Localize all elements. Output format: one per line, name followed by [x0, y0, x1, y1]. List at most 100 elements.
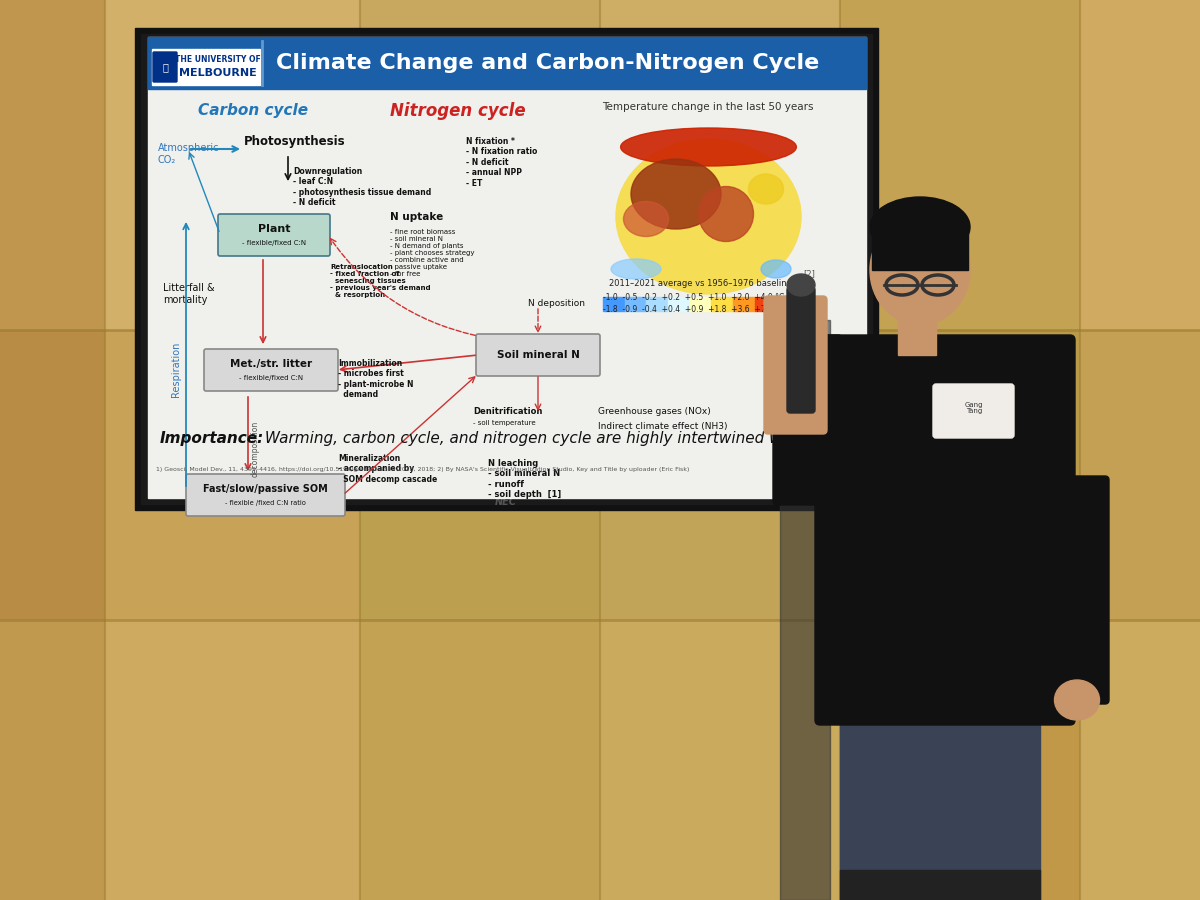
Text: 2011–2021 average vs 1956–1976 baseline: 2011–2021 average vs 1956–1976 baseline — [610, 280, 792, 289]
Text: Importance:: Importance: — [160, 430, 264, 446]
Text: N deposition: N deposition — [528, 300, 586, 309]
Bar — [604, 297, 798, 311]
Ellipse shape — [616, 139, 802, 294]
Bar — [360, 0, 600, 330]
Text: - soil temperature: - soil temperature — [473, 420, 535, 426]
Text: Nitrogen cycle: Nitrogen cycle — [390, 102, 526, 120]
Ellipse shape — [631, 159, 721, 229]
Text: N uptake: N uptake — [390, 212, 443, 222]
Bar — [898, 300, 936, 355]
Bar — [360, 620, 600, 900]
Text: - flexible/fixed C:N: - flexible/fixed C:N — [239, 375, 304, 382]
Text: - flexible/fixed C:N: - flexible/fixed C:N — [242, 240, 306, 247]
Text: -1.0  -0.5  -0.2  +0.2  +0.5  +1.0  +2.0  +4.0 °C: -1.0 -0.5 -0.2 +0.2 +0.5 +1.0 +2.0 +4.0 … — [604, 292, 785, 302]
Bar — [148, 37, 866, 498]
Bar — [106, 0, 360, 330]
Bar — [600, 0, 840, 330]
Bar — [840, 0, 1080, 330]
Bar — [600, 620, 840, 900]
Text: Immobilization
- microbes first
- plant-microbe N
  demand: Immobilization - microbes first - plant-… — [338, 359, 414, 400]
Text: 1) Geosci. Model Dev., 11, 4399–4416, https://doi.org/10.5194/gmd-11-4399-2018, : 1) Geosci. Model Dev., 11, 4399–4416, ht… — [156, 467, 689, 472]
Text: Respiration: Respiration — [172, 341, 181, 397]
Bar — [152, 49, 260, 85]
Text: N leaching
- soil mineral N
- runoff
- soil depth  [1]: N leaching - soil mineral N - runoff - s… — [488, 459, 562, 500]
Ellipse shape — [870, 197, 970, 257]
Bar — [106, 330, 360, 620]
Bar — [604, 297, 625, 311]
Bar — [668, 297, 690, 311]
Bar — [776, 297, 798, 311]
FancyBboxPatch shape — [787, 287, 815, 413]
FancyBboxPatch shape — [840, 700, 1040, 900]
Text: THE UNIVERSITY OF: THE UNIVERSITY OF — [175, 55, 260, 64]
Bar — [0, 0, 106, 330]
Bar — [134, 28, 878, 510]
Ellipse shape — [620, 128, 797, 166]
FancyBboxPatch shape — [218, 214, 330, 256]
Bar — [1080, 620, 1200, 900]
Text: Retranslocation
- fixed fraction of
  senescing tissues
- previous year's demand: Retranslocation - fixed fraction of sene… — [330, 264, 431, 298]
Bar — [840, 330, 1080, 620]
Text: - flexible /fixed C:N ratio: - flexible /fixed C:N ratio — [226, 500, 306, 507]
Text: Soil mineral N: Soil mineral N — [497, 350, 580, 360]
Bar — [780, 320, 830, 900]
Ellipse shape — [787, 274, 815, 296]
Bar — [0, 620, 106, 900]
Text: Denitrification: Denitrification — [473, 407, 542, 416]
Text: NEC: NEC — [496, 497, 517, 507]
Text: Met./str. litter: Met./str. litter — [230, 359, 312, 369]
Bar — [600, 330, 840, 620]
Text: Climate Change and Carbon-Nitrogen Cycle: Climate Change and Carbon-Nitrogen Cycle — [276, 53, 820, 73]
Text: Carbon cycle: Carbon cycle — [198, 104, 308, 119]
FancyBboxPatch shape — [934, 384, 1014, 438]
Text: MELBOURNE: MELBOURNE — [179, 68, 257, 78]
Ellipse shape — [611, 259, 661, 279]
FancyBboxPatch shape — [186, 474, 346, 516]
Bar — [733, 297, 755, 311]
Text: [2]: [2] — [803, 269, 815, 278]
Ellipse shape — [749, 174, 784, 204]
Bar — [134, 28, 878, 510]
Bar — [1080, 330, 1200, 620]
Bar — [1080, 0, 1200, 330]
FancyBboxPatch shape — [815, 335, 1075, 725]
Text: Litterfall &
mortality: Litterfall & mortality — [163, 284, 215, 305]
FancyBboxPatch shape — [154, 52, 178, 82]
Text: -1.8  -0.9  -0.4  +0.4  +0.9  +1.8  +3.6  +7.2 °F: -1.8 -0.9 -0.4 +0.4 +0.9 +1.8 +3.6 +7.2 … — [604, 304, 784, 313]
Text: Photosynthesis: Photosynthesis — [244, 134, 346, 148]
Text: Plant: Plant — [258, 224, 290, 234]
Text: decomposition: decomposition — [251, 421, 259, 477]
Bar — [755, 297, 776, 311]
Text: Downregulation
- leaf C:N
- photosynthesis tissue demand
- N deficit: Downregulation - leaf C:N - photosynthes… — [293, 167, 431, 207]
Bar — [872, 220, 968, 270]
FancyBboxPatch shape — [1046, 476, 1109, 704]
Ellipse shape — [698, 186, 754, 241]
FancyBboxPatch shape — [204, 349, 338, 391]
Text: Greenhouse gases (NOx): Greenhouse gases (NOx) — [598, 407, 710, 416]
Text: - fine root biomass
- soil mineral N
- N demand of plants
- plant chooses strate: - fine root biomass - soil mineral N - N… — [390, 229, 474, 277]
Bar — [625, 297, 647, 311]
Bar — [840, 620, 1080, 900]
Bar — [647, 297, 668, 311]
FancyBboxPatch shape — [764, 296, 827, 434]
Ellipse shape — [1055, 680, 1099, 720]
Text: 🏛: 🏛 — [162, 62, 168, 72]
Text: Atmospheric
CO₂: Atmospheric CO₂ — [158, 143, 220, 165]
Text: Warming, carbon cycle, and nitrogen cycle are highly intertwined with each other: Warming, carbon cycle, and nitrogen cycl… — [260, 430, 889, 446]
Bar — [690, 297, 712, 311]
Ellipse shape — [624, 202, 668, 237]
Text: N fixation *
- N fixation ratio
- N deficit
- annual NPP
- ET: N fixation * - N fixation ratio - N defi… — [466, 137, 538, 187]
Bar — [106, 620, 360, 900]
Text: Fast/slow/passive SOM: Fast/slow/passive SOM — [203, 484, 328, 494]
Bar — [0, 330, 106, 620]
Text: Gang
Tang: Gang Tang — [965, 401, 983, 415]
Ellipse shape — [870, 215, 970, 325]
Text: 2: 2 — [851, 471, 858, 481]
FancyBboxPatch shape — [476, 334, 600, 376]
Bar — [840, 870, 1040, 900]
Bar — [142, 34, 872, 504]
Bar — [712, 297, 733, 311]
Text: Indirect climate effect (NH3): Indirect climate effect (NH3) — [598, 421, 727, 430]
Ellipse shape — [761, 260, 791, 278]
FancyBboxPatch shape — [773, 335, 842, 505]
